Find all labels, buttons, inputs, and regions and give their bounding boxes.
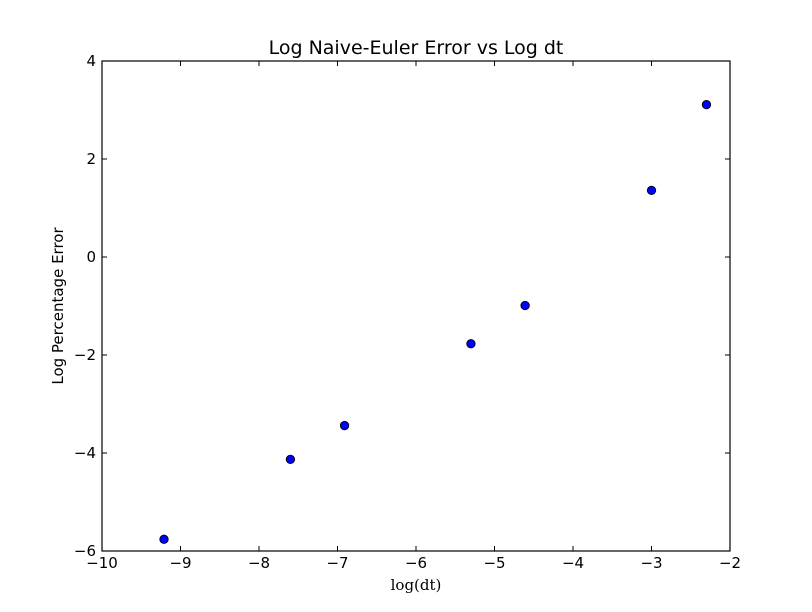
chart-title: Log Naive-Euler Error vs Log dt xyxy=(269,37,564,59)
y-tick-label: 2 xyxy=(86,150,96,168)
plot-area xyxy=(101,60,731,552)
y-tick-label: −6 xyxy=(74,542,96,560)
data-point xyxy=(339,420,350,431)
y-tick-label: 0 xyxy=(86,248,96,266)
data-point xyxy=(646,185,657,196)
x-tick-label: −6 xyxy=(405,554,427,572)
data-point xyxy=(285,454,296,465)
x-tick-label: −5 xyxy=(483,554,505,572)
data-point xyxy=(520,300,530,311)
x-tick-label: −3 xyxy=(640,554,662,572)
data-point xyxy=(159,534,169,544)
x-axis-label: log(dt) xyxy=(391,576,442,594)
x-tick-label: −7 xyxy=(326,554,348,572)
y-tick-label: −4 xyxy=(74,444,96,462)
x-tick-label: −8 xyxy=(248,554,270,572)
x-tick-label: −2 xyxy=(719,554,741,572)
data-point xyxy=(701,99,712,110)
y-tick-label: −2 xyxy=(74,346,96,364)
y-tick-label: 4 xyxy=(86,52,96,70)
y-axis-ticks: −6 −4 −2 0 2 4 xyxy=(74,52,730,560)
x-tick-label: −4 xyxy=(562,554,584,572)
y-axis-label: Log Percentage Error xyxy=(49,227,67,385)
x-axis-ticks: −10 −9 −8 −7 −6 −5 −4 −3 −2 xyxy=(86,61,741,572)
x-tick-label: −10 xyxy=(86,554,118,572)
data-points xyxy=(159,99,712,544)
x-tick-label: −9 xyxy=(169,554,191,572)
data-point xyxy=(466,339,476,349)
